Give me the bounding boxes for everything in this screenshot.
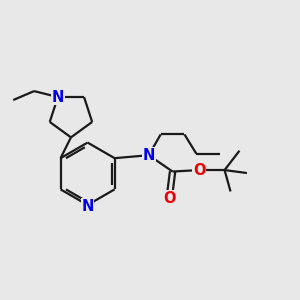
Text: O: O	[163, 191, 176, 206]
Text: N: N	[142, 148, 155, 163]
Text: O: O	[193, 163, 206, 178]
Text: N: N	[52, 89, 64, 104]
Text: N: N	[81, 199, 94, 214]
